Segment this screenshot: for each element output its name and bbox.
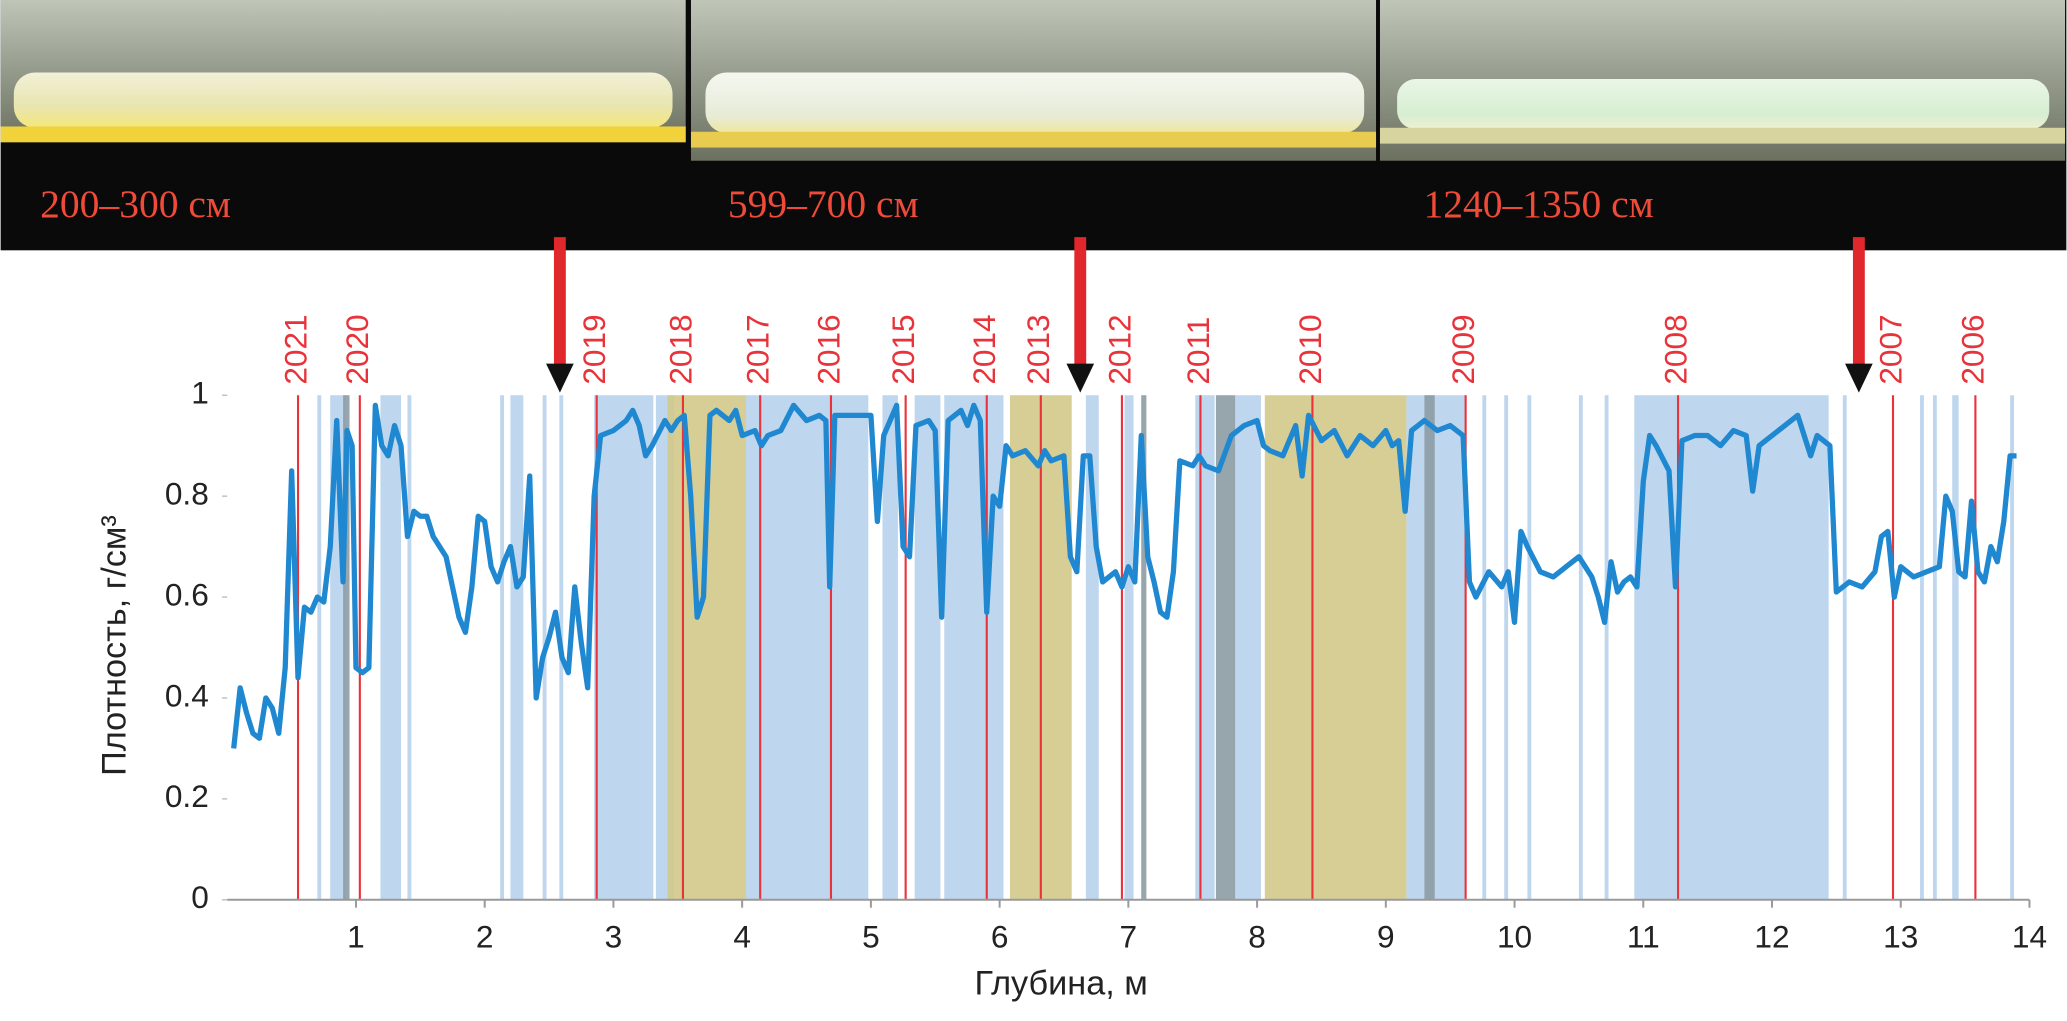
tray	[0, 126, 686, 143]
year-label: 2019	[576, 314, 612, 384]
year-label: 2013	[1020, 314, 1056, 384]
band	[380, 395, 402, 900]
x-tick-label: 3	[605, 919, 623, 955]
x-tick-label: 13	[1883, 919, 1918, 955]
band	[510, 395, 524, 900]
x-tick-label: 4	[733, 919, 751, 955]
arrows	[546, 237, 1873, 393]
x-tick-label: 1	[347, 919, 365, 955]
band	[1482, 395, 1487, 900]
year-label: 2018	[662, 314, 698, 384]
x-tick-label: 11	[1627, 919, 1660, 955]
bands	[317, 395, 2015, 900]
year-label: 2012	[1101, 314, 1137, 384]
y-tick-label: 1	[191, 375, 209, 411]
year-label: 2015	[885, 314, 921, 384]
year-label: 2014	[966, 314, 1002, 384]
tray	[690, 131, 1377, 148]
photo-label: 1240–1350 см	[1423, 182, 1653, 226]
band	[1264, 395, 1407, 900]
arrow-shaft	[1852, 237, 1865, 367]
arrow-head	[1066, 363, 1095, 393]
band	[1424, 395, 1435, 900]
tray	[1379, 127, 2066, 144]
band	[2010, 395, 2015, 900]
x-tick-label: 2	[476, 919, 494, 955]
photo-label: 599–700 см	[728, 182, 919, 226]
x-axis-title: Глубина, м	[974, 964, 1147, 1002]
band	[1578, 395, 1583, 900]
year-label: 2009	[1445, 314, 1481, 384]
band	[1141, 395, 1147, 900]
arrow-head	[546, 363, 574, 393]
band	[1406, 395, 1466, 900]
band	[1527, 395, 1532, 900]
year-label: 2008	[1657, 314, 1693, 384]
x-tick-label: 8	[1248, 919, 1266, 955]
band	[746, 395, 869, 900]
x-tick-label: 5	[862, 919, 880, 955]
band	[1932, 395, 1937, 900]
arrow-shaft	[1074, 237, 1087, 367]
year-label: 2011	[1180, 317, 1216, 385]
y-tick-label: 0.8	[165, 475, 209, 511]
x-tick-label: 9	[1377, 919, 1395, 955]
x-tick-label: 14	[2012, 919, 2047, 955]
ice-core	[1397, 79, 2050, 130]
x-tick-label: 12	[1754, 919, 1789, 955]
year-label: 2006	[1955, 314, 1991, 384]
band	[1952, 395, 1959, 900]
arrow-shaft	[553, 237, 566, 367]
arrow-head	[1845, 363, 1873, 393]
photo-strip: 200–300 см 599–700 см 1240–1350 см	[0, 0, 2067, 251]
ice-core	[705, 72, 1365, 134]
year-label: 2007	[1872, 314, 1908, 384]
year-label: 2021	[277, 314, 313, 384]
year-label: 2020	[339, 314, 375, 384]
band	[944, 395, 1004, 900]
x-tick-label: 6	[991, 919, 1009, 955]
band	[882, 395, 898, 900]
band	[407, 395, 412, 900]
band	[594, 395, 654, 900]
y-axis-title: Плотность, г/см³	[96, 515, 134, 776]
band	[1215, 395, 1236, 900]
band	[1124, 395, 1134, 900]
photo-label: 200–300 см	[40, 182, 231, 226]
band	[1504, 395, 1509, 900]
y-tick-label: 0	[191, 879, 209, 915]
y-tick-label: 0.6	[165, 576, 209, 612]
band	[317, 395, 322, 900]
x-tick-label: 10	[1497, 919, 1532, 955]
band	[500, 395, 505, 900]
density-line	[231, 402, 2017, 749]
band	[1604, 395, 1609, 900]
ice-core	[13, 72, 673, 128]
band	[1842, 395, 1847, 900]
year-label: 2016	[810, 314, 846, 384]
band	[343, 395, 350, 900]
band	[1920, 395, 1924, 900]
y-tick-label: 0.2	[165, 778, 209, 814]
y-tick-label: 0.4	[165, 677, 209, 713]
year-label: 2017	[740, 314, 776, 384]
x-tick-label: 7	[1120, 919, 1138, 955]
year-label: 2010	[1292, 314, 1328, 384]
band	[1235, 395, 1261, 900]
band	[1634, 395, 1829, 900]
